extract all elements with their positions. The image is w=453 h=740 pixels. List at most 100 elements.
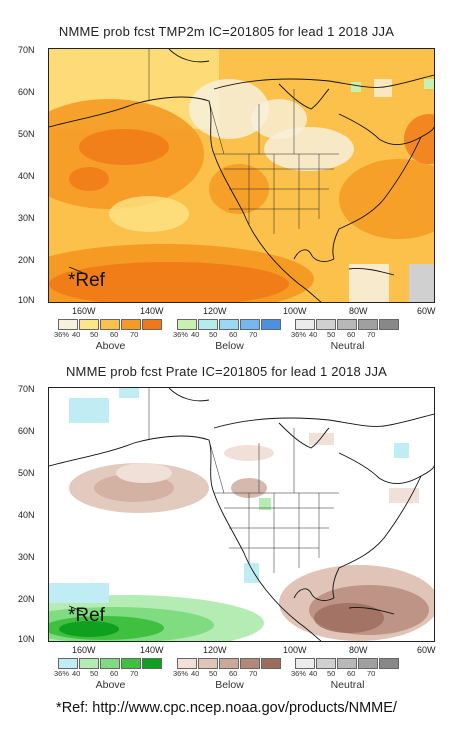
lon-label: 100W — [283, 645, 307, 655]
legend-category: Below — [215, 340, 244, 352]
map-title: NMME prob fcst Prate IC=201805 for lead … — [65, 364, 388, 379]
legend-tick: 36% — [173, 330, 189, 339]
lat-label: 10N — [18, 634, 35, 644]
legend-tick: 70 — [367, 330, 376, 339]
legend-tick: 50 — [327, 330, 336, 339]
legend-swatch — [177, 658, 197, 669]
legend-tick: 60 — [229, 669, 238, 678]
legend-swatches — [177, 658, 282, 669]
lat-label: 10N — [18, 295, 35, 305]
lat-label: 50N — [18, 129, 35, 139]
legend-tick: 50 — [90, 330, 99, 339]
legend-ticks: 36% 40 50 60 70 — [291, 330, 400, 340]
legend-tick: 36% — [291, 669, 307, 678]
precipitation-map — [48, 387, 435, 642]
legend-swatch — [358, 319, 378, 330]
lon-label: 80W — [349, 306, 368, 316]
legend-swatch — [358, 658, 378, 669]
lat-label: 60N — [18, 426, 35, 436]
lon-label: 120W — [203, 645, 227, 655]
legend-tick: 60 — [347, 669, 356, 678]
lon-label: 120W — [203, 306, 227, 316]
legend-tick: 60 — [110, 330, 119, 339]
legend-above: 36% 40 50 60 70 Above — [54, 658, 163, 691]
legend-category: Neutral — [330, 679, 365, 691]
legend-tick: 50 — [90, 669, 99, 678]
legend-swatch — [261, 658, 281, 669]
legend-tick: 40 — [309, 669, 318, 678]
legend-swatch — [219, 658, 239, 669]
lon-label: 140W — [140, 306, 164, 316]
legend-swatch — [240, 319, 260, 330]
legend-category: Above — [95, 679, 126, 691]
legend-ticks: 36% 40 50 60 70 — [54, 669, 163, 679]
legend-tick: 70 — [130, 669, 139, 678]
legend-ticks: 36% 40 50 60 70 — [54, 330, 163, 340]
legend-tick: 60 — [347, 330, 356, 339]
lon-label: 100W — [283, 306, 307, 316]
lon-label: 140W — [140, 645, 164, 655]
legend-tick: 70 — [367, 669, 376, 678]
legend-swatch — [79, 658, 99, 669]
legend-swatches — [295, 319, 400, 330]
legend-above: 36% 40 50 60 70 Above — [54, 319, 163, 352]
lat-label: 70N — [18, 384, 35, 394]
legend-tick: 70 — [249, 669, 258, 678]
footer-reference: *Ref: http://www.cpc.ncep.noaa.gov/produ… — [56, 700, 397, 716]
legend-tick: 70 — [249, 330, 258, 339]
legend-swatch — [177, 319, 197, 330]
legend-swatch — [316, 319, 336, 330]
lat-label: 50N — [18, 468, 35, 478]
legend-swatch — [58, 319, 78, 330]
legend-swatch — [295, 319, 315, 330]
legend-swatches — [58, 658, 163, 669]
legend-ticks: 36% 40 50 60 70 — [173, 669, 282, 679]
lat-label: 20N — [18, 594, 35, 604]
legend-swatch — [379, 658, 399, 669]
lat-label: 30N — [18, 213, 35, 223]
legend-swatch — [295, 658, 315, 669]
legend-tick: 50 — [327, 669, 336, 678]
legend-below: 36% 40 50 60 70 Below — [173, 658, 282, 691]
lon-label: 60W — [417, 306, 436, 316]
legend-tick: 40 — [191, 669, 200, 678]
legend-swatch — [379, 319, 399, 330]
lat-label: 40N — [18, 171, 35, 181]
lon-label: 80W — [349, 645, 368, 655]
legend-ticks: 36% 40 50 60 70 — [173, 330, 282, 340]
lon-label: 160W — [72, 306, 96, 316]
legend-swatch — [337, 319, 357, 330]
legend-swatch — [316, 658, 336, 669]
legend-ticks: 36% 40 50 60 70 — [291, 669, 400, 679]
lat-label: 30N — [18, 552, 35, 562]
legend-tick: 36% — [54, 330, 70, 339]
legend-swatch — [79, 319, 99, 330]
legend-tick: 40 — [191, 330, 200, 339]
legend-swatch — [121, 319, 141, 330]
legend-tick: 36% — [291, 330, 307, 339]
legend-tick: 40 — [72, 330, 81, 339]
legend-swatches — [177, 319, 282, 330]
temperature-map — [48, 48, 435, 303]
legend-swatch — [100, 658, 120, 669]
legend-swatch — [58, 658, 78, 669]
legend-tick: 60 — [229, 330, 238, 339]
legend-swatches — [58, 319, 163, 330]
lat-label: 40N — [18, 510, 35, 520]
legend-swatch — [121, 658, 141, 669]
legend-swatch — [142, 319, 162, 330]
legend-tick: 40 — [72, 669, 81, 678]
ref-overlay: *Ref — [68, 270, 105, 291]
legend-tick: 36% — [54, 669, 70, 678]
lon-label: 160W — [72, 645, 96, 655]
lon-label: 60W — [417, 645, 436, 655]
legend-swatch — [240, 658, 260, 669]
legend-tick: 36% — [173, 669, 189, 678]
lat-label: 60N — [18, 87, 35, 97]
legend-swatch — [100, 319, 120, 330]
legend-below: 36% 40 50 60 70 Below — [173, 319, 282, 352]
legend-category: Neutral — [330, 340, 365, 352]
legend-swatch — [198, 319, 218, 330]
ref-overlay: *Ref — [68, 605, 105, 626]
legend-tick: 60 — [110, 669, 119, 678]
